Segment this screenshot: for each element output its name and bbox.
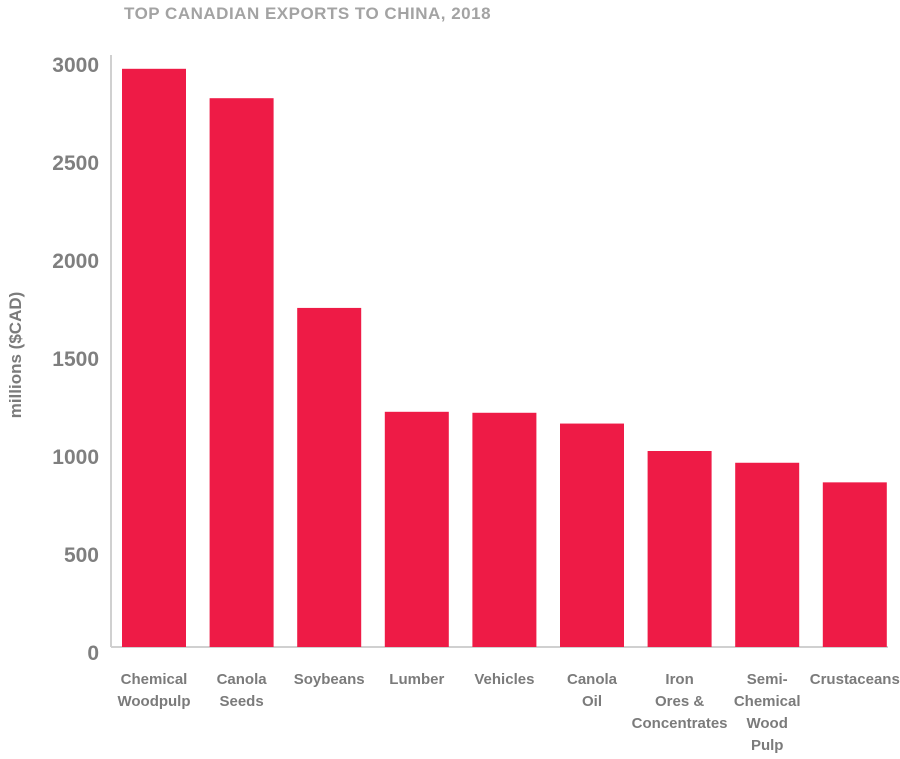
x-tick-label: Crustaceans: [810, 671, 900, 688]
bar-3: [384, 411, 449, 647]
x-tick-label: Iron: [665, 671, 693, 688]
bar-5: [560, 423, 624, 647]
y-tick-label: 2500: [52, 152, 99, 175]
y-tick-label: 1000: [52, 446, 99, 469]
x-tick-label: Soybeans: [294, 671, 365, 688]
x-tick-label: Lumber: [389, 671, 444, 688]
x-tick-label: Canola: [217, 671, 268, 688]
bar-1: [209, 98, 274, 647]
x-tick-label: Chemical: [121, 671, 188, 688]
y-tick-label: 500: [64, 544, 99, 567]
x-tick-label: Pulp: [751, 737, 784, 754]
x-tick-label: Woodpulp: [117, 693, 190, 710]
y-tick-label: 2000: [52, 250, 99, 273]
x-tick-label: Semi-: [747, 671, 788, 688]
bar-4: [472, 412, 537, 647]
bar-6: [647, 451, 712, 647]
bar-2: [297, 307, 362, 647]
x-tick-label: Oil: [582, 693, 602, 710]
y-tick-label: 3000: [52, 54, 99, 77]
bar-7: [735, 462, 800, 647]
x-tick-label: Wood: [747, 715, 788, 732]
bar-8: [822, 482, 887, 647]
x-tick-label: Canola: [567, 671, 618, 688]
x-tick-label: Ores &: [655, 693, 704, 710]
y-tick-label: 1500: [52, 348, 99, 371]
chart-title: TOP CANADIAN EXPORTS TO CHINA, 2018: [124, 4, 492, 23]
y-tick-label: 0: [87, 642, 99, 665]
x-tick-label: Seeds: [219, 693, 263, 710]
x-tick-label: Chemical: [734, 693, 801, 710]
bar-0: [122, 68, 186, 648]
x-tick-label: Concentrates: [632, 715, 728, 732]
x-tick-label: Vehicles: [474, 671, 534, 688]
